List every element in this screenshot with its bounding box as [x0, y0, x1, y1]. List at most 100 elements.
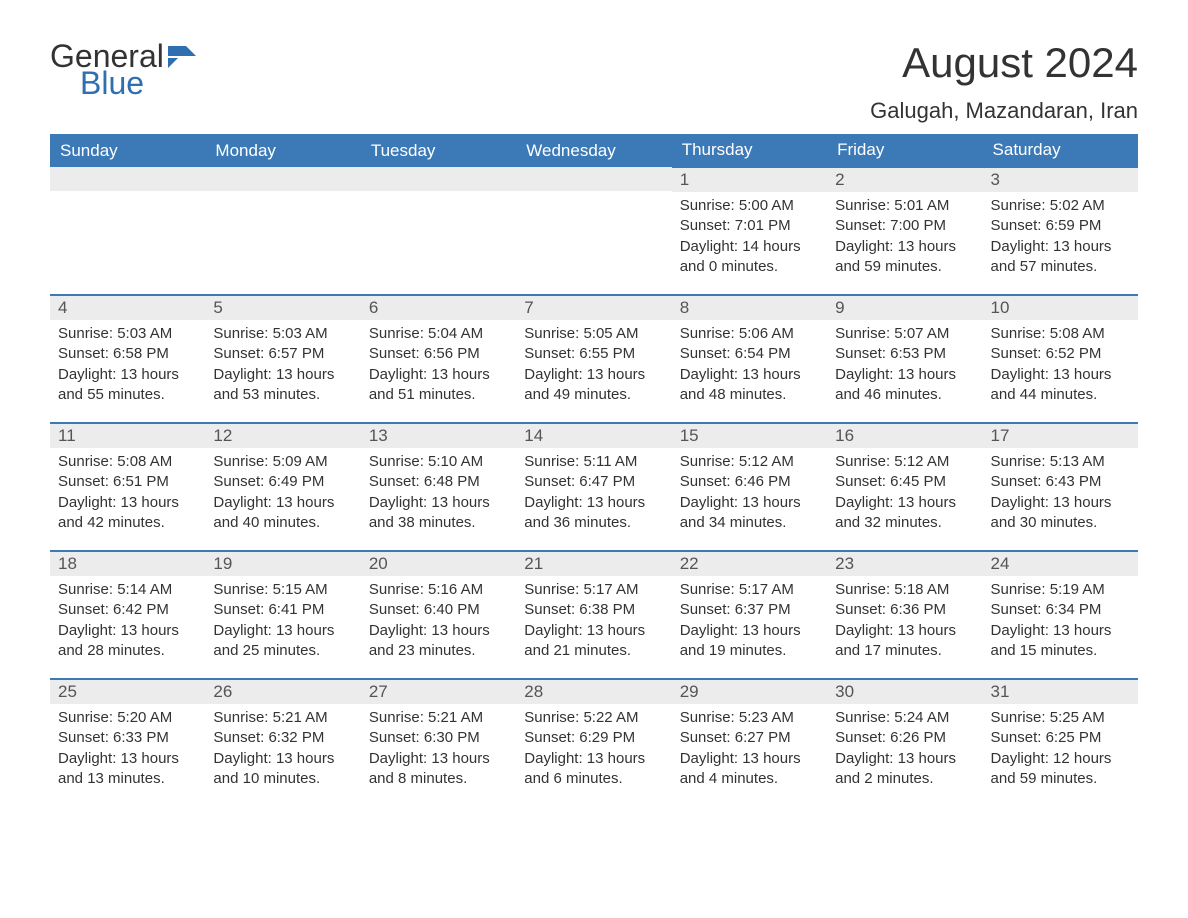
day-content: Sunrise: 5:02 AMSunset: 6:59 PMDaylight:… [983, 192, 1138, 285]
day-content: Sunrise: 5:08 AMSunset: 6:52 PMDaylight:… [983, 320, 1138, 413]
day-content: Sunrise: 5:18 AMSunset: 6:36 PMDaylight:… [827, 576, 982, 669]
calendar-cell: 19Sunrise: 5:15 AMSunset: 6:41 PMDayligh… [205, 551, 360, 679]
calendar-cell: 4Sunrise: 5:03 AMSunset: 6:58 PMDaylight… [50, 295, 205, 423]
calendar-cell: 1Sunrise: 5:00 AMSunset: 7:01 PMDaylight… [672, 167, 827, 295]
calendar-cell: 7Sunrise: 5:05 AMSunset: 6:55 PMDaylight… [516, 295, 671, 423]
calendar-cell: 26Sunrise: 5:21 AMSunset: 6:32 PMDayligh… [205, 679, 360, 807]
calendar-cell: 3Sunrise: 5:02 AMSunset: 6:59 PMDaylight… [983, 167, 1138, 295]
calendar-cell: 24Sunrise: 5:19 AMSunset: 6:34 PMDayligh… [983, 551, 1138, 679]
weekday-header: Monday [205, 134, 360, 167]
calendar-cell: 16Sunrise: 5:12 AMSunset: 6:45 PMDayligh… [827, 423, 982, 551]
calendar-cell [50, 167, 205, 295]
day-number: 26 [205, 680, 360, 704]
calendar-table: SundayMondayTuesdayWednesdayThursdayFrid… [50, 134, 1138, 807]
day-number: 3 [983, 168, 1138, 192]
logo-flag-icon [168, 46, 198, 73]
location-text: Galugah, Mazandaran, Iran [870, 98, 1138, 124]
day-number: 7 [516, 296, 671, 320]
day-content: Sunrise: 5:03 AMSunset: 6:57 PMDaylight:… [205, 320, 360, 413]
day-number: 22 [672, 552, 827, 576]
calendar-cell: 23Sunrise: 5:18 AMSunset: 6:36 PMDayligh… [827, 551, 982, 679]
day-content: Sunrise: 5:17 AMSunset: 6:37 PMDaylight:… [672, 576, 827, 669]
day-content: Sunrise: 5:25 AMSunset: 6:25 PMDaylight:… [983, 704, 1138, 797]
day-content: Sunrise: 5:09 AMSunset: 6:49 PMDaylight:… [205, 448, 360, 541]
calendar-cell: 5Sunrise: 5:03 AMSunset: 6:57 PMDaylight… [205, 295, 360, 423]
calendar-cell: 10Sunrise: 5:08 AMSunset: 6:52 PMDayligh… [983, 295, 1138, 423]
weekday-header: Thursday [672, 134, 827, 167]
day-number: 20 [361, 552, 516, 576]
calendar-cell: 13Sunrise: 5:10 AMSunset: 6:48 PMDayligh… [361, 423, 516, 551]
day-content: Sunrise: 5:04 AMSunset: 6:56 PMDaylight:… [361, 320, 516, 413]
day-content: Sunrise: 5:23 AMSunset: 6:27 PMDaylight:… [672, 704, 827, 797]
calendar-cell: 21Sunrise: 5:17 AMSunset: 6:38 PMDayligh… [516, 551, 671, 679]
day-number: 25 [50, 680, 205, 704]
day-content: Sunrise: 5:20 AMSunset: 6:33 PMDaylight:… [50, 704, 205, 797]
day-number: 10 [983, 296, 1138, 320]
day-number: 31 [983, 680, 1138, 704]
calendar-cell: 18Sunrise: 5:14 AMSunset: 6:42 PMDayligh… [50, 551, 205, 679]
day-content: Sunrise: 5:19 AMSunset: 6:34 PMDaylight:… [983, 576, 1138, 669]
title-block: August 2024 Galugah, Mazandaran, Iran [870, 40, 1138, 124]
month-title: August 2024 [870, 40, 1138, 86]
calendar-cell [516, 167, 671, 295]
day-number: 23 [827, 552, 982, 576]
calendar-header-row: SundayMondayTuesdayWednesdayThursdayFrid… [50, 134, 1138, 167]
day-number: 1 [672, 168, 827, 192]
calendar-cell: 29Sunrise: 5:23 AMSunset: 6:27 PMDayligh… [672, 679, 827, 807]
day-number: 16 [827, 424, 982, 448]
empty-day-stripe [205, 167, 360, 191]
day-number: 4 [50, 296, 205, 320]
day-content: Sunrise: 5:05 AMSunset: 6:55 PMDaylight:… [516, 320, 671, 413]
day-number: 8 [672, 296, 827, 320]
empty-day-stripe [361, 167, 516, 191]
calendar-cell: 15Sunrise: 5:12 AMSunset: 6:46 PMDayligh… [672, 423, 827, 551]
calendar-cell: 25Sunrise: 5:20 AMSunset: 6:33 PMDayligh… [50, 679, 205, 807]
day-number: 15 [672, 424, 827, 448]
weekday-header: Friday [827, 134, 982, 167]
day-number: 13 [361, 424, 516, 448]
day-number: 17 [983, 424, 1138, 448]
day-content: Sunrise: 5:24 AMSunset: 6:26 PMDaylight:… [827, 704, 982, 797]
calendar-cell: 14Sunrise: 5:11 AMSunset: 6:47 PMDayligh… [516, 423, 671, 551]
calendar-cell: 9Sunrise: 5:07 AMSunset: 6:53 PMDaylight… [827, 295, 982, 423]
day-content: Sunrise: 5:00 AMSunset: 7:01 PMDaylight:… [672, 192, 827, 285]
calendar-cell: 27Sunrise: 5:21 AMSunset: 6:30 PMDayligh… [361, 679, 516, 807]
day-number: 12 [205, 424, 360, 448]
calendar-cell: 2Sunrise: 5:01 AMSunset: 7:00 PMDaylight… [827, 167, 982, 295]
page-header: General Blue August 2024 Galugah, Mazand… [50, 40, 1138, 124]
day-number: 18 [50, 552, 205, 576]
calendar-cell: 11Sunrise: 5:08 AMSunset: 6:51 PMDayligh… [50, 423, 205, 551]
calendar-cell: 28Sunrise: 5:22 AMSunset: 6:29 PMDayligh… [516, 679, 671, 807]
day-number: 11 [50, 424, 205, 448]
day-number: 24 [983, 552, 1138, 576]
day-content: Sunrise: 5:06 AMSunset: 6:54 PMDaylight:… [672, 320, 827, 413]
day-content: Sunrise: 5:14 AMSunset: 6:42 PMDaylight:… [50, 576, 205, 669]
calendar-cell: 31Sunrise: 5:25 AMSunset: 6:25 PMDayligh… [983, 679, 1138, 807]
day-content: Sunrise: 5:12 AMSunset: 6:45 PMDaylight:… [827, 448, 982, 541]
day-content: Sunrise: 5:22 AMSunset: 6:29 PMDaylight:… [516, 704, 671, 797]
calendar-cell: 17Sunrise: 5:13 AMSunset: 6:43 PMDayligh… [983, 423, 1138, 551]
logo: General Blue [50, 40, 198, 99]
day-content: Sunrise: 5:16 AMSunset: 6:40 PMDaylight:… [361, 576, 516, 669]
day-number: 2 [827, 168, 982, 192]
calendar-cell: 20Sunrise: 5:16 AMSunset: 6:40 PMDayligh… [361, 551, 516, 679]
empty-day-stripe [50, 167, 205, 191]
day-content: Sunrise: 5:03 AMSunset: 6:58 PMDaylight:… [50, 320, 205, 413]
weekday-header: Saturday [983, 134, 1138, 167]
weekday-header: Wednesday [516, 134, 671, 167]
calendar-cell: 12Sunrise: 5:09 AMSunset: 6:49 PMDayligh… [205, 423, 360, 551]
calendar-body: 1Sunrise: 5:00 AMSunset: 7:01 PMDaylight… [50, 167, 1138, 807]
day-content: Sunrise: 5:13 AMSunset: 6:43 PMDaylight:… [983, 448, 1138, 541]
day-number: 5 [205, 296, 360, 320]
day-content: Sunrise: 5:21 AMSunset: 6:32 PMDaylight:… [205, 704, 360, 797]
calendar-cell: 30Sunrise: 5:24 AMSunset: 6:26 PMDayligh… [827, 679, 982, 807]
day-content: Sunrise: 5:17 AMSunset: 6:38 PMDaylight:… [516, 576, 671, 669]
day-content: Sunrise: 5:15 AMSunset: 6:41 PMDaylight:… [205, 576, 360, 669]
day-number: 21 [516, 552, 671, 576]
day-content: Sunrise: 5:08 AMSunset: 6:51 PMDaylight:… [50, 448, 205, 541]
day-content: Sunrise: 5:10 AMSunset: 6:48 PMDaylight:… [361, 448, 516, 541]
day-number: 6 [361, 296, 516, 320]
empty-day-stripe [516, 167, 671, 191]
day-number: 29 [672, 680, 827, 704]
day-number: 19 [205, 552, 360, 576]
